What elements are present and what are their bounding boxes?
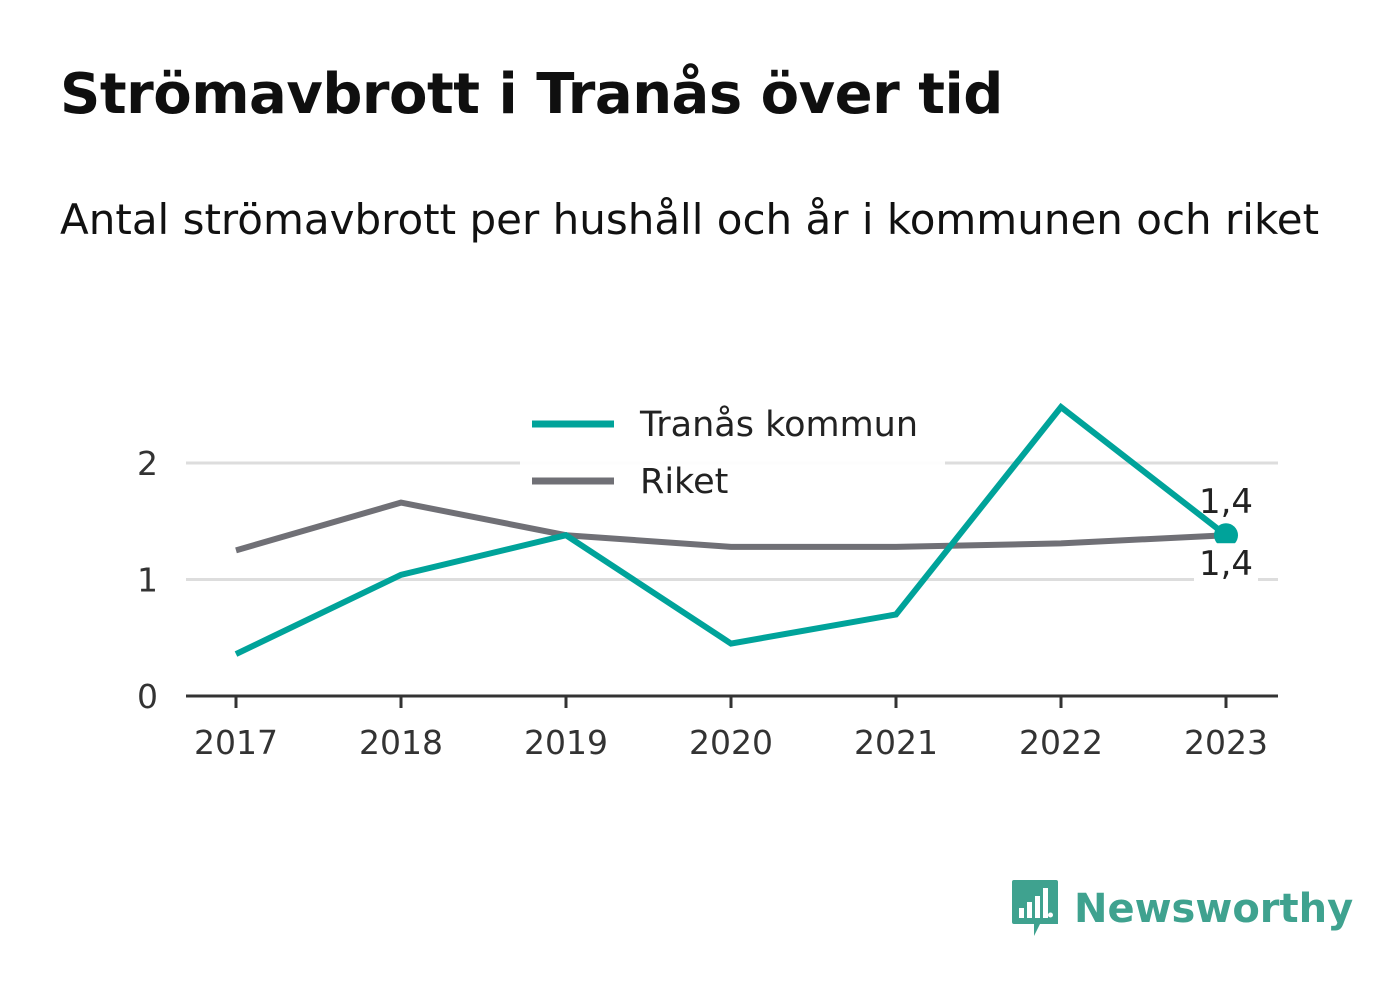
labels-layer: 1,4 1,4 — [1194, 482, 1258, 586]
end-point-marker — [1214, 523, 1238, 548]
newsworthy-logo-icon — [1012, 880, 1058, 936]
x-tick-label: 2023 — [1184, 723, 1268, 762]
x-tick-label: 2019 — [524, 723, 608, 762]
chart-title: Strömavbrott i Tranås över tid — [60, 62, 1003, 127]
legend-background — [520, 396, 945, 468]
chart-subtitle: Antal strömavbrott per hushåll och år i … — [60, 195, 1320, 244]
legend-label-riket: Riket — [640, 462, 728, 502]
lines-layer — [234, 402, 1238, 657]
x-tick-label: 2022 — [1019, 723, 1103, 762]
legend: Tranås kommun Riket — [520, 396, 945, 502]
y-tick-label: 0 — [137, 677, 158, 716]
x-tick-label: 2018 — [359, 723, 443, 762]
data-label: 1,4 — [1199, 544, 1253, 584]
y-tick-label: 1 — [137, 561, 158, 600]
newsworthy-brand: Newsworthy — [1010, 878, 1353, 940]
brand-name: Newsworthy — [1074, 886, 1354, 932]
x-tick-label: 2020 — [689, 723, 773, 762]
series-line-tranas — [234, 402, 1228, 657]
data-label: 1,4 — [1199, 482, 1253, 522]
data-label-background — [1194, 543, 1258, 586]
legend-label-tranas: Tranås kommun — [639, 404, 918, 445]
series-line-riket — [235, 499, 1227, 554]
y-tick-label: 2 — [137, 444, 158, 483]
x-tick-label: 2021 — [854, 723, 938, 762]
x-tick-label: 2017 — [194, 723, 278, 762]
grid-layer: 0 1 2 2017 2018 2019 2020 2021 2022 2023 — [137, 444, 1278, 762]
